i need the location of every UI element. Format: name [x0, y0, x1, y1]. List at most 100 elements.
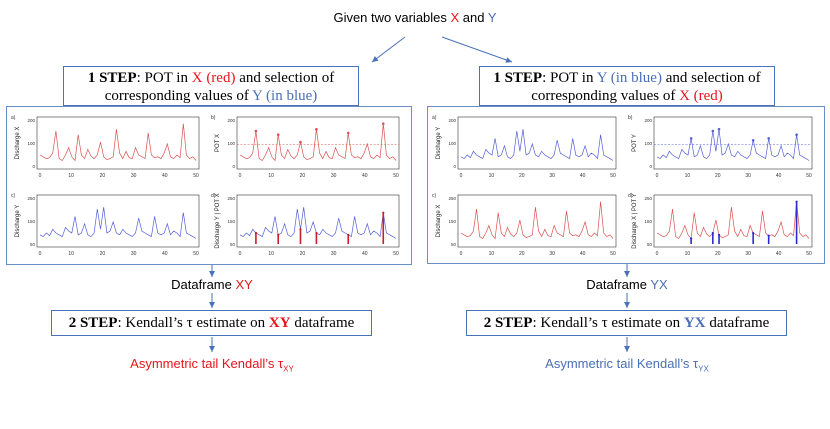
plot-ylabel: Discharge Y [436, 127, 442, 160]
x-tick-label: 20 [100, 251, 106, 257]
y-tick-label: 150 [27, 219, 35, 224]
x-tick-label: 50 [193, 251, 199, 257]
y-tick-label: 100 [644, 141, 652, 146]
right-result: Asymmetric tail Kendall’s τYX [545, 356, 709, 374]
series-line [239, 123, 397, 162]
y-tick-label: 50 [30, 242, 36, 247]
plot-letter: b) [628, 115, 633, 121]
selected-value-point [690, 237, 693, 240]
y-tick-label: 150 [644, 219, 652, 224]
x-tick-label: 20 [519, 173, 525, 179]
x-tick-label: 30 [331, 173, 337, 179]
y-tick-label: 50 [647, 242, 653, 247]
peak-marker [795, 133, 798, 137]
peak-marker [711, 129, 715, 133]
peak-marker [299, 140, 302, 144]
x-tick-label: 40 [580, 173, 586, 179]
x-tick-label: 40 [362, 173, 368, 179]
x-tick-label: 10 [268, 173, 274, 179]
x-tick-label: 10 [685, 251, 691, 257]
plot-ylabel: POT X [215, 134, 221, 152]
y-tick-label: 150 [448, 219, 456, 224]
right-step1-box: 1 STEP: POT in Y (in blue) and selection… [479, 66, 775, 106]
y-tick-label: 100 [448, 141, 456, 146]
x-tick-label: 40 [162, 173, 168, 179]
peak-marker [751, 138, 755, 142]
y-tick-label: 250 [644, 196, 652, 201]
plot-letter: d) [628, 193, 633, 199]
x-tick-label: 50 [393, 173, 399, 179]
x-tick-label: 50 [806, 173, 812, 179]
selected-value-point [767, 234, 770, 237]
selected-value-point [711, 231, 714, 235]
x-tick-label: 40 [776, 173, 782, 179]
x-tick-label: 10 [68, 251, 74, 257]
y-tick-label: 50 [230, 242, 236, 247]
plot-frame [236, 194, 400, 248]
x-tick-label: 50 [610, 251, 616, 257]
x-tick-label: 20 [715, 173, 721, 179]
plot-letter: a) [11, 115, 16, 121]
mini-plot: a) Discharge X 0 10 20 30 40 50 0 100 200 [11, 115, 200, 179]
plot-frame [36, 194, 200, 248]
x-tick-label: 30 [331, 251, 337, 257]
plot-frame [457, 194, 617, 248]
y-tick-label: 100 [227, 141, 235, 146]
plot-letter: a) [432, 115, 437, 121]
x-tick-label: 10 [489, 251, 495, 257]
peak-marker [767, 137, 770, 140]
series-line [656, 201, 810, 240]
y-tick-label: 150 [227, 219, 235, 224]
x-tick-label: 20 [300, 251, 306, 257]
peak-marker [254, 129, 258, 133]
x-tick-label: 20 [100, 173, 106, 179]
y-tick-label: 0 [453, 164, 456, 169]
x-tick-label: 20 [300, 173, 306, 179]
selected-value-point [254, 231, 258, 235]
y-tick-label: 250 [27, 196, 35, 201]
plot-ylabel: Discharge X [436, 205, 442, 238]
x-tick-label: 50 [806, 251, 812, 257]
x-tick-label: 30 [745, 173, 751, 179]
y-tick-label: 100 [27, 141, 35, 146]
y-tick-label: 0 [649, 164, 652, 169]
y-tick-label: 0 [232, 164, 235, 169]
diagram-title: Given two variables X and Y [333, 10, 497, 25]
peak-marker [315, 127, 318, 131]
x-tick-label: 0 [239, 251, 242, 257]
plot-letter: c) [11, 193, 16, 199]
x-tick-label: 10 [268, 251, 274, 257]
selected-value-point [277, 233, 280, 236]
y-tick-label: 200 [27, 118, 35, 123]
y-tick-label: 250 [448, 196, 456, 201]
x-tick-label: 50 [193, 173, 199, 179]
x-tick-label: 50 [393, 251, 399, 257]
left-step1-box: 1 STEP: POT in X (red) and selection of … [63, 66, 359, 106]
series-line [239, 207, 397, 239]
mini-plot: c) Discharge X 0 10 20 30 40 50 50 150 250 [432, 193, 617, 257]
x-tick-label: 40 [162, 251, 168, 257]
plot-ylabel: Discharge Y [15, 205, 21, 238]
y-tick-label: 0 [32, 164, 35, 169]
mini-plot: a) Discharge Y 0 10 20 30 40 50 0 100 200 [432, 115, 617, 179]
right-dataframe-label: Dataframe YX [586, 277, 668, 292]
plot-frame [236, 116, 400, 170]
series-line [460, 201, 614, 240]
selected-value-point [717, 233, 721, 236]
mini-plot: b) POT Y 0 10 20 30 40 50 0 100 200 [628, 115, 813, 179]
selected-value-point [299, 228, 302, 231]
x-tick-label: 10 [489, 173, 495, 179]
x-tick-label: 20 [519, 251, 525, 257]
plot-ylabel: Discharge X | POT Y [632, 193, 638, 248]
mini-plot: d) Discharge Y | POT X 0 10 20 30 40 50 50 150 250 [211, 193, 400, 257]
series-line [656, 129, 810, 161]
x-tick-label: 30 [131, 251, 137, 257]
x-tick-label: 30 [745, 251, 751, 257]
series-line [460, 129, 614, 161]
y-tick-label: 200 [644, 118, 652, 123]
selected-value-point [347, 233, 350, 236]
left-step2-box: 2 STEP: Kendall’s τ estimate on XY dataf… [51, 310, 372, 336]
